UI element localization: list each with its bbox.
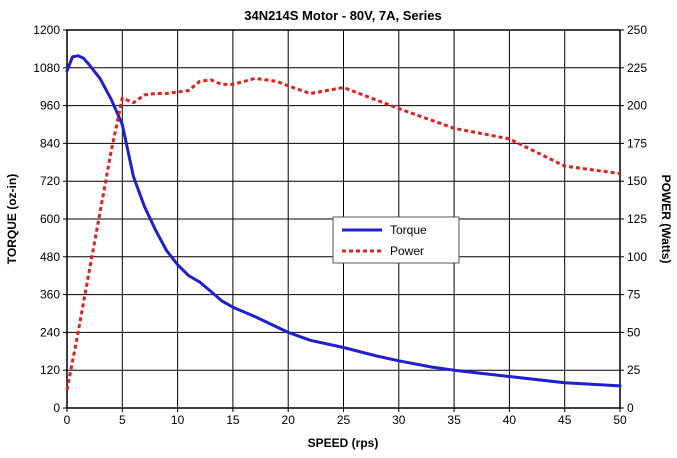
x-tick-label: 10 bbox=[171, 413, 185, 427]
y2-tick-label: 50 bbox=[627, 325, 641, 339]
legend: Torque Power bbox=[332, 216, 460, 264]
y-tick-label: 1200 bbox=[33, 23, 60, 37]
y2-tick-label: 125 bbox=[627, 212, 647, 226]
x-tick-label: 35 bbox=[447, 413, 461, 427]
y2-tick-label: 25 bbox=[627, 363, 641, 377]
chart-title: 34N214S Motor - 80V, 7A, Series bbox=[244, 8, 442, 23]
y2-tick-label: 225 bbox=[627, 61, 647, 75]
legend-label-torque: Torque bbox=[390, 223, 427, 237]
y-axis-left: 0 120 240 360 480 600 720 840 960 1080 1200 bbox=[33, 23, 67, 415]
y-tick-label: 1080 bbox=[33, 61, 60, 75]
y-tick-label: 720 bbox=[40, 174, 60, 188]
x-tick-label: 45 bbox=[558, 413, 572, 427]
y2-tick-label: 250 bbox=[627, 23, 647, 37]
x-axis: 0 5 10 15 20 25 30 35 40 45 50 bbox=[64, 408, 627, 427]
legend-label-power: Power bbox=[390, 244, 424, 258]
y2-tick-label: 100 bbox=[627, 250, 647, 264]
y-tick-label: 840 bbox=[40, 136, 60, 150]
series-group bbox=[65, 54, 622, 391]
x-tick-label: 20 bbox=[282, 413, 296, 427]
x-axis-label: SPEED (rps) bbox=[308, 436, 379, 450]
y-tick-label: 360 bbox=[40, 288, 60, 302]
y-tick-label: 960 bbox=[40, 99, 60, 113]
y-tick-label: 120 bbox=[40, 363, 60, 377]
y2-tick-label: 150 bbox=[627, 174, 647, 188]
x-tick-label: 0 bbox=[64, 413, 71, 427]
y2-tick-label: 175 bbox=[627, 136, 647, 150]
y2-axis-label: POWER (Watts) bbox=[659, 175, 673, 264]
x-tick-label: 50 bbox=[613, 413, 627, 427]
y-tick-label: 0 bbox=[53, 401, 60, 415]
y2-tick-label: 0 bbox=[627, 401, 634, 415]
x-tick-label: 40 bbox=[503, 413, 517, 427]
y-tick-label: 240 bbox=[40, 325, 60, 339]
y2-tick-label: 75 bbox=[627, 288, 641, 302]
y-axis-label: TORQUE (oz-in) bbox=[5, 174, 19, 264]
series-line-torque bbox=[65, 54, 622, 388]
y-axis-right: 0 25 50 75 100 125 150 175 200 225 250 bbox=[620, 23, 647, 415]
x-tick-label: 15 bbox=[226, 413, 240, 427]
x-tick-label: 30 bbox=[392, 413, 406, 427]
y-tick-label: 600 bbox=[40, 212, 60, 226]
y-tick-label: 480 bbox=[40, 250, 60, 264]
y2-tick-label: 200 bbox=[627, 99, 647, 113]
x-tick-label: 25 bbox=[337, 413, 351, 427]
x-tick-label: 5 bbox=[119, 413, 126, 427]
legend-box bbox=[332, 216, 460, 264]
